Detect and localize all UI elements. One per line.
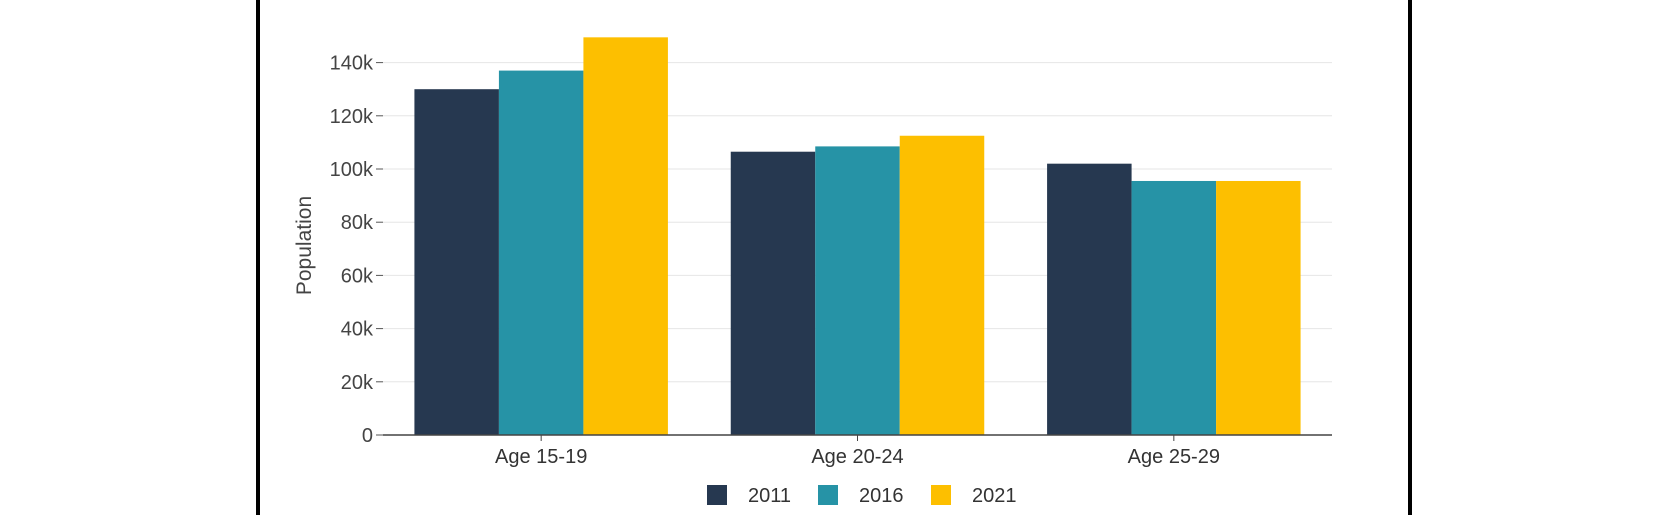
x-tick-label-age-20-24: Age 20-24	[811, 446, 903, 468]
y-tick-label-140k: 140k	[330, 53, 374, 75]
legend: 2011 2016 2021	[707, 485, 1017, 507]
y-tick-label-100k: 100k	[330, 159, 374, 181]
bars	[414, 37, 1301, 436]
x-axis-category-labels: Age 15-19 Age 20-24 Age 25-29	[495, 435, 1220, 468]
y-axis-ticks: 0 20k 40k 60k 80k 100k 120k 140k	[330, 53, 383, 447]
bar-age-25-29-2016	[1131, 180, 1217, 435]
frame-left-border	[256, 0, 260, 515]
legend-label-2011: 2011	[748, 485, 791, 507]
bar-age-15-19-2021	[583, 37, 668, 436]
y-tick-label-0: 0	[362, 425, 373, 447]
frame-right-border	[1408, 0, 1412, 515]
legend-swatch-2016	[818, 485, 838, 505]
legend-swatch-2021	[931, 485, 951, 505]
bar-age-25-29-2021	[1216, 180, 1301, 435]
y-tick-label-20k: 20k	[341, 372, 374, 394]
bar-age-20-24-2021	[899, 135, 985, 435]
legend-label-2016: 2016	[859, 485, 904, 507]
y-tick-label-120k: 120k	[330, 106, 374, 128]
bar-age-15-19-2011	[414, 89, 499, 435]
y-tick-label-40k: 40k	[341, 319, 374, 341]
bar-age-15-19-2016	[498, 70, 584, 435]
bar-age-20-24-2011	[730, 151, 816, 435]
legend-swatch-2011	[707, 485, 727, 505]
y-axis-title: Population	[293, 196, 316, 295]
x-tick-label-age-15-19: Age 15-19	[495, 446, 587, 468]
y-tick-label-80k: 80k	[341, 212, 374, 234]
y-tick-label-60k: 60k	[341, 265, 374, 287]
x-tick-label-age-25-29: Age 25-29	[1128, 446, 1220, 468]
bar-age-25-29-2011	[1047, 163, 1132, 435]
bar-age-20-24-2016	[815, 146, 900, 435]
legend-label-2021: 2021	[972, 485, 1017, 507]
